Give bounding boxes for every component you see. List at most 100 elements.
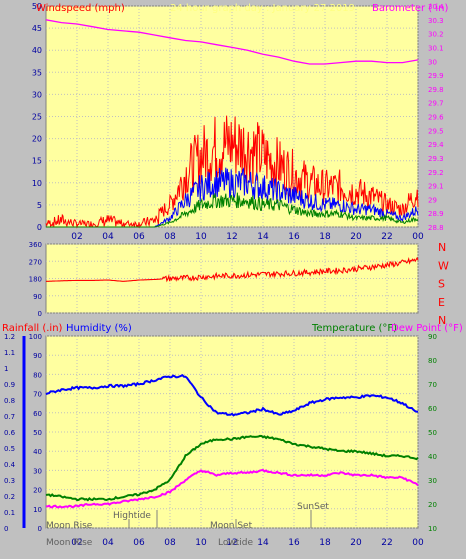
tick-labels: 0202040406060808101012121414161618182020…	[4, 2, 449, 548]
astronomy-markers: Moon Rise Moon Rise Hightide Moon Set Lo…	[45, 502, 329, 548]
wind-time-tick-label: 00	[412, 232, 424, 242]
humidity-tick-label: 90	[33, 352, 42, 360]
temperature-tick-label: 80	[428, 357, 437, 365]
humidity-time-tick-label: 06	[133, 538, 145, 548]
compass-label: N	[438, 314, 446, 327]
direction-tick-label: 90	[33, 293, 42, 301]
barometer-tick-label: 29.2	[428, 169, 444, 177]
windspeed-axis-label: Windspeed (mph)	[36, 3, 125, 14]
wind-time-tick-label: 16	[288, 232, 300, 242]
moonrise-bottom-label: Moon Rise	[46, 538, 93, 548]
humidity-tick-label: 80	[33, 371, 42, 379]
sunset-label: SunSet	[297, 502, 329, 512]
rainfall-tick-label: 0.2	[4, 493, 15, 501]
wind-time-tick-label: 12	[226, 232, 237, 242]
wind-time-tick-label: 02	[71, 232, 82, 242]
barometer-tick-label: 29.9	[428, 72, 444, 80]
humidity-tick-label: 20	[33, 487, 42, 495]
barometer-tick-label: 30.1	[428, 44, 444, 52]
windspeed-tick-label: 35	[32, 68, 42, 77]
graph-title: 24 hour graph day : January 27 2019	[170, 3, 355, 14]
humidity-tick-label: 30	[33, 467, 42, 475]
compass-label: E	[438, 296, 445, 309]
humidity-time-tick-label: 10	[195, 538, 207, 548]
temperature-tick-label: 60	[428, 405, 437, 413]
windspeed-tick-label: 30	[32, 90, 42, 99]
rainfall-tick-label: 1	[4, 365, 8, 373]
moonset-label: Moon Set	[210, 521, 253, 531]
lowtide-label: Lowtide	[218, 538, 253, 548]
temperature-axis-label: Temperature (°F)	[311, 323, 397, 334]
barometer-tick-label: 29.8	[428, 86, 444, 94]
humidity-time-tick-label: 14	[257, 538, 269, 548]
rainfall-tick-label: 1.1	[4, 349, 15, 357]
temperature-tick-label: 50	[428, 429, 437, 437]
compass-label: W	[438, 259, 449, 272]
wind-time-tick-label: 18	[319, 232, 331, 242]
humidity-time-tick-label: 18	[319, 538, 331, 548]
temperature-tick-label: 30	[428, 477, 437, 485]
barometer-tick-label: 28.9	[428, 210, 444, 218]
gust-series-line	[45, 115, 419, 229]
moonrise-top-label: Moon Rise	[46, 521, 93, 531]
dewpoint-axis-label: Dew Point (°F)	[391, 323, 463, 334]
rainfall-tick-label: 1.2	[4, 333, 15, 341]
barometer-tick-label: 30.4	[428, 3, 444, 11]
humidity-tick-label: 0	[38, 525, 42, 533]
rainfall-tick-label: 0.4	[4, 461, 16, 469]
humidity-time-tick-label: 20	[350, 538, 362, 548]
humidity-time-tick-label: 16	[288, 538, 300, 548]
hightide-label: Hightide	[113, 511, 151, 521]
barometer-axis-label: Barometer ( in)	[372, 3, 448, 14]
humidity-tick-label: 10	[33, 506, 42, 514]
barometer-tick-label: 29.4	[428, 141, 444, 149]
windspeed-tick-label: 25	[32, 113, 42, 122]
compass-label: N	[438, 241, 446, 254]
barometer-tick-label: 29.1	[428, 183, 444, 191]
rainfall-tick-label: 0	[4, 525, 8, 533]
avg-series-line	[46, 192, 419, 228]
humidity-time-tick-label: 00	[412, 538, 424, 548]
wind-time-tick-label: 22	[381, 232, 392, 242]
temperature-tick-label: 40	[428, 453, 437, 461]
temperature-tick-label: 20	[428, 501, 437, 509]
humidity-tick-label: 60	[33, 410, 42, 418]
windspeed-tick-label: 40	[32, 46, 42, 55]
wind-time-tick-label: 06	[133, 232, 145, 242]
humidity-axis-label: Humidity (%)	[66, 323, 132, 334]
windspeed-tick-label: 5	[37, 201, 42, 210]
rainfall-tick-label: 0.9	[4, 381, 15, 389]
rainfall-tick-label: 0.3	[4, 477, 15, 485]
barometer-tick-label: 30.2	[428, 31, 444, 39]
barometer-tick-label: 30	[428, 58, 437, 66]
humidity-tick-label: 40	[33, 448, 42, 456]
barometer-tick-label: 29.3	[428, 155, 444, 163]
rainfall-axis-label: Rainfall (.in)	[2, 323, 63, 334]
windspeed-tick-label: 20	[32, 135, 42, 144]
barometer-tick-label: 29	[428, 196, 437, 204]
rainfall-tick-label: 0.7	[4, 413, 15, 421]
humidity-time-tick-label: 12	[226, 538, 237, 548]
humidity-tick-label: 70	[33, 391, 42, 399]
direction-series-line	[45, 256, 419, 283]
direction-tick-label: 180	[29, 276, 42, 284]
temperature-tick-label: 70	[428, 381, 437, 389]
rainfall-tick-label: 0.5	[4, 445, 15, 453]
temperature-series-line	[45, 434, 419, 502]
windspeed-tick-label: 10	[32, 179, 42, 188]
wind-time-tick-label: 20	[350, 232, 362, 242]
wind-time-tick-label: 04	[102, 232, 114, 242]
humidity-time-tick-label: 04	[102, 538, 114, 548]
direction-tick-label: 270	[29, 258, 42, 266]
barometer-tick-label: 29.6	[428, 114, 444, 122]
direction-tick-label: 360	[29, 241, 42, 249]
compass-label: S	[438, 278, 445, 291]
humidity-tick-label: 100	[29, 333, 42, 341]
barometer-tick-label: 30.3	[428, 17, 444, 25]
rainfall-tick-label: 0.6	[4, 429, 16, 437]
series-layer	[22, 19, 419, 528]
rainfall-tick-label: 0.8	[4, 397, 15, 405]
barometer-tick-label: 29.7	[428, 100, 444, 108]
humidity-series-line	[45, 373, 419, 417]
